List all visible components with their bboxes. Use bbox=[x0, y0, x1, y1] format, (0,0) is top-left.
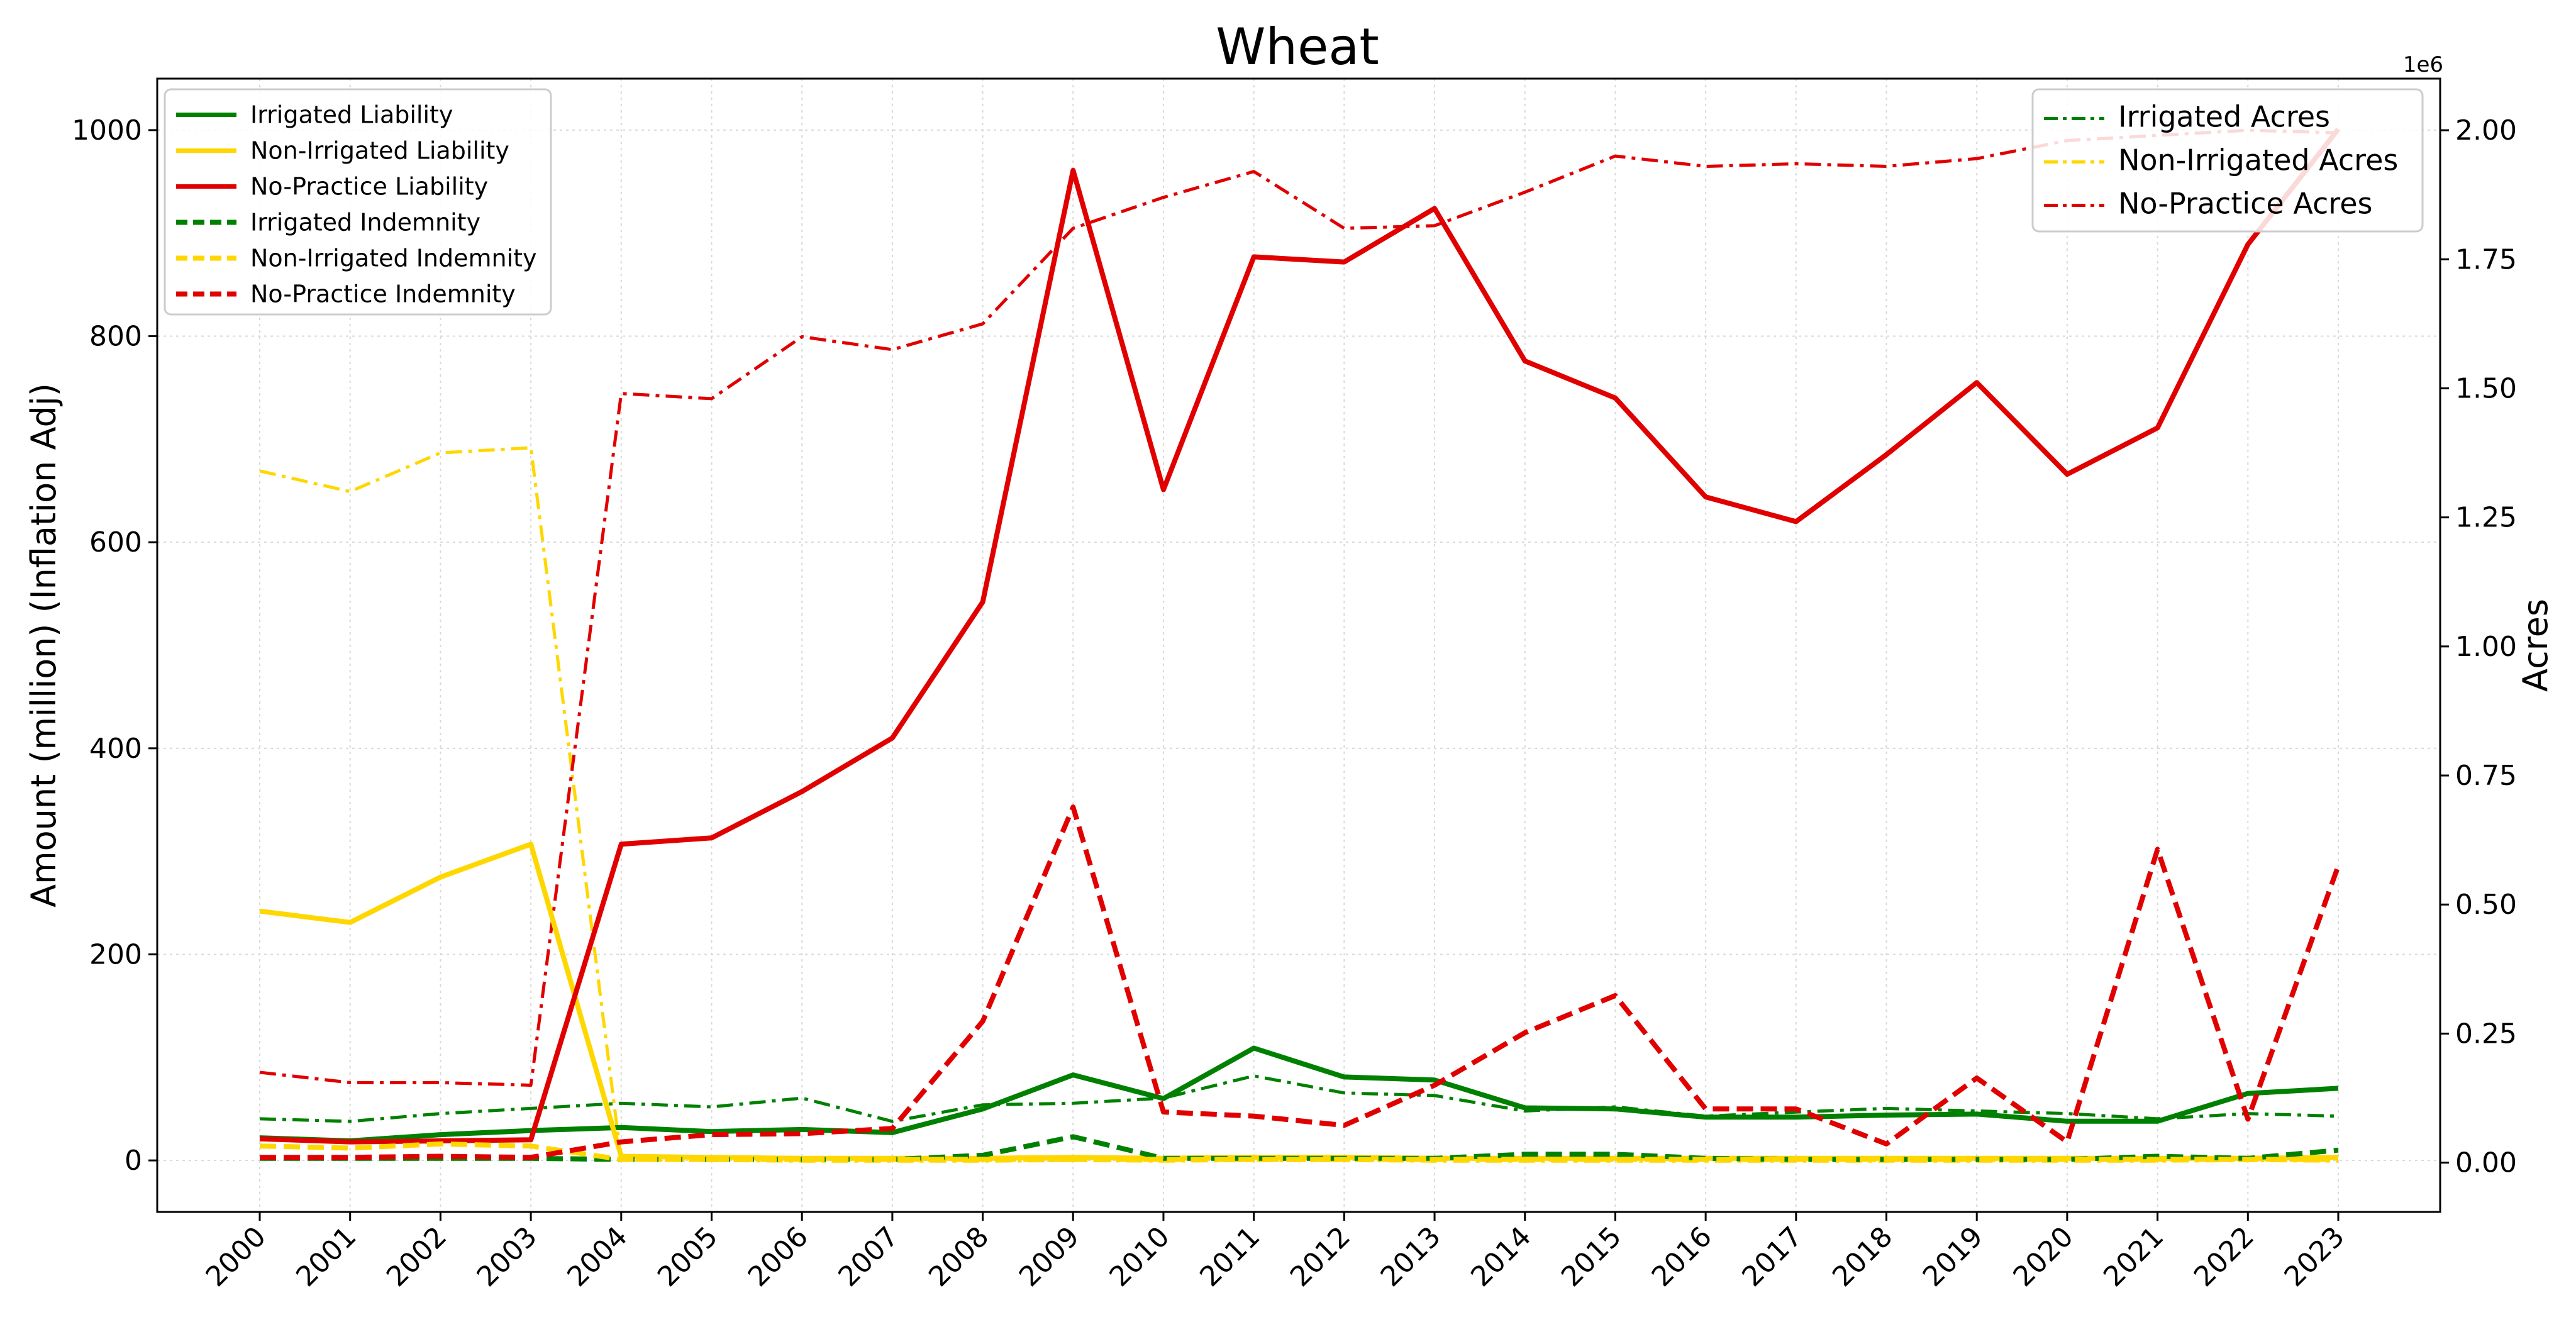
legend-box bbox=[2031, 88, 2424, 233]
y-tick-label: 200 bbox=[89, 938, 142, 970]
y2-tick-label: 0.00 bbox=[2455, 1147, 2517, 1179]
y2-tick-label: 2.00 bbox=[2455, 114, 2517, 147]
legend-label-irrigated-liability: Irrigated Liability bbox=[250, 101, 453, 129]
y2-tick-label: 0.25 bbox=[2455, 1018, 2517, 1050]
y-tick-label: 400 bbox=[89, 733, 142, 765]
y-tick-label: 800 bbox=[89, 321, 142, 353]
amount-series-lines bbox=[259, 127, 2341, 1162]
y2-tick-label: 1.25 bbox=[2455, 502, 2517, 534]
legend-label-non-irrigated-acres: Non-Irrigated Acres bbox=[2118, 143, 2398, 177]
series-line-no-practice-acres bbox=[259, 128, 2339, 1087]
y2-offset-label: 1e6 bbox=[2403, 52, 2443, 77]
series-line-no-practice-indemnity bbox=[260, 804, 2341, 1160]
y2-tick-label: 1.50 bbox=[2455, 372, 2517, 404]
y-tick-label: 600 bbox=[89, 526, 142, 558]
legend-amounts: Irrigated Liability Non-Irrigated Liabili… bbox=[164, 88, 552, 316]
chart-title: Wheat bbox=[1216, 18, 1379, 76]
y-tick-label: 0 bbox=[125, 1145, 142, 1177]
y-tick-label: 1000 bbox=[72, 114, 142, 147]
legend-label-irrigated-acres: Irrigated Acres bbox=[2118, 100, 2330, 134]
legend-label-no-practice-liability: No-Practice Liability bbox=[250, 173, 488, 201]
legend-label-non-irrigated-liability: Non-Irrigated Liability bbox=[250, 137, 509, 165]
series-line-non-irrigated-indemnity bbox=[259, 1141, 2338, 1162]
legend-label-non-irrigated-indemnity: Non-Irrigated Indemnity bbox=[250, 245, 537, 272]
legend-label-no-practice-acres: No-Practice Acres bbox=[2118, 187, 2372, 221]
legend-label-irrigated-indemnity: Irrigated Indemnity bbox=[250, 209, 480, 236]
legend-box bbox=[164, 88, 552, 316]
series-line-irrigated-acres bbox=[259, 1074, 2339, 1123]
y-axis-ticks: 0 200 400 600 800 1000 bbox=[72, 114, 157, 1177]
y2-tick-label: 0.50 bbox=[2455, 889, 2517, 921]
legend-acres: Irrigated Acres Non-Irrigated Acres No-Pra… bbox=[2031, 88, 2424, 233]
series-line-no-practice-liability bbox=[259, 127, 2341, 1145]
series-line-irrigated-liability bbox=[259, 1045, 2339, 1143]
y-axis-title: Amount (million) (Inflation Adj) bbox=[24, 383, 64, 908]
y2-tick-label: 1.75 bbox=[2455, 243, 2517, 275]
y2-tick-label: 0.75 bbox=[2455, 760, 2517, 792]
legend-label-no-practice-indemnity: No-Practice Indemnity bbox=[250, 281, 516, 308]
plot-frame bbox=[156, 77, 2441, 1213]
y2-tick-label: 1.00 bbox=[2455, 631, 2517, 663]
y2-axis-ticks: 0.00 0.25 0.50 0.75 1.00 1.25 1.50 1.75 2.00 bbox=[2440, 114, 2517, 1179]
y2-axis-title: Acres bbox=[2516, 599, 2555, 692]
